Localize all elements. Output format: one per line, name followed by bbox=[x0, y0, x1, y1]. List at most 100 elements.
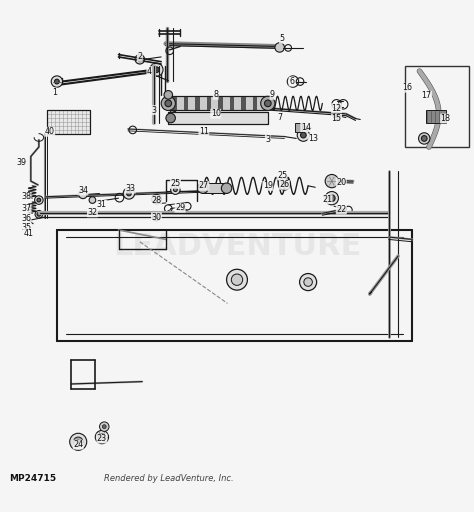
Circle shape bbox=[165, 100, 172, 106]
Text: 10: 10 bbox=[210, 109, 221, 118]
Circle shape bbox=[135, 55, 145, 64]
Bar bbox=[195, 97, 200, 110]
Text: 39: 39 bbox=[16, 158, 27, 166]
Text: 22: 22 bbox=[336, 205, 346, 214]
Circle shape bbox=[99, 434, 105, 440]
Bar bbox=[47, 110, 90, 134]
Circle shape bbox=[161, 96, 175, 111]
Text: 23: 23 bbox=[97, 434, 107, 443]
Bar bbox=[172, 97, 177, 110]
Circle shape bbox=[37, 198, 41, 202]
Bar bbox=[47, 110, 90, 134]
Circle shape bbox=[198, 183, 208, 194]
Bar bbox=[241, 97, 246, 110]
Text: 40: 40 bbox=[45, 127, 55, 136]
Bar bbox=[207, 97, 211, 110]
Text: 27: 27 bbox=[199, 181, 209, 190]
Text: 37: 37 bbox=[21, 204, 31, 213]
Text: 2: 2 bbox=[137, 52, 142, 61]
Circle shape bbox=[261, 96, 275, 111]
Circle shape bbox=[137, 57, 142, 61]
Bar bbox=[203, 183, 227, 194]
Bar bbox=[229, 97, 234, 110]
Text: 3: 3 bbox=[265, 135, 270, 144]
Text: 33: 33 bbox=[125, 184, 136, 193]
Text: 8: 8 bbox=[213, 90, 218, 99]
Bar bbox=[168, 112, 268, 124]
Text: 21: 21 bbox=[322, 195, 332, 204]
Circle shape bbox=[278, 178, 291, 190]
Text: 9: 9 bbox=[270, 90, 275, 99]
Circle shape bbox=[164, 91, 173, 99]
Circle shape bbox=[55, 79, 59, 84]
Text: 17: 17 bbox=[421, 91, 432, 100]
Bar bbox=[168, 96, 268, 111]
Text: 19: 19 bbox=[263, 181, 273, 190]
Bar bbox=[183, 97, 188, 110]
Text: 28: 28 bbox=[151, 196, 162, 205]
Text: 18: 18 bbox=[440, 114, 451, 123]
Circle shape bbox=[275, 42, 284, 52]
Circle shape bbox=[166, 113, 175, 123]
Circle shape bbox=[37, 212, 41, 216]
Text: 7: 7 bbox=[277, 113, 282, 122]
Bar bbox=[218, 97, 223, 110]
Bar bbox=[168, 112, 268, 124]
Circle shape bbox=[70, 433, 87, 451]
Text: 24: 24 bbox=[73, 440, 83, 449]
Text: 11: 11 bbox=[199, 127, 209, 136]
Circle shape bbox=[150, 63, 163, 76]
Circle shape bbox=[227, 269, 247, 290]
Circle shape bbox=[127, 191, 131, 196]
Text: 3: 3 bbox=[152, 105, 156, 115]
Circle shape bbox=[335, 115, 338, 118]
Text: 4: 4 bbox=[147, 67, 152, 76]
Circle shape bbox=[231, 274, 243, 285]
Text: 31: 31 bbox=[97, 200, 107, 209]
Circle shape bbox=[173, 188, 177, 191]
Text: 25: 25 bbox=[277, 171, 287, 180]
Bar bbox=[405, 67, 469, 147]
Circle shape bbox=[73, 437, 83, 446]
Text: MP24715: MP24715 bbox=[9, 474, 56, 483]
Text: 29: 29 bbox=[175, 203, 185, 212]
Text: 38: 38 bbox=[21, 192, 31, 201]
Circle shape bbox=[35, 210, 43, 218]
Text: 34: 34 bbox=[78, 186, 88, 195]
Circle shape bbox=[51, 76, 63, 87]
Text: 20: 20 bbox=[336, 178, 346, 187]
Circle shape bbox=[89, 197, 96, 203]
Text: 5: 5 bbox=[280, 34, 284, 44]
Text: 1: 1 bbox=[52, 88, 57, 97]
Text: 12: 12 bbox=[331, 103, 342, 113]
Text: 35: 35 bbox=[21, 223, 31, 232]
Bar bbox=[203, 183, 227, 194]
Text: 30: 30 bbox=[151, 212, 162, 222]
Text: 26: 26 bbox=[279, 180, 290, 189]
Circle shape bbox=[35, 196, 43, 204]
Circle shape bbox=[155, 197, 158, 201]
Circle shape bbox=[300, 273, 317, 291]
Text: 13: 13 bbox=[308, 134, 318, 143]
Circle shape bbox=[123, 188, 135, 199]
Text: Rendered by LeadVenture, Inc.: Rendered by LeadVenture, Inc. bbox=[104, 474, 234, 483]
Circle shape bbox=[152, 195, 161, 204]
Bar bbox=[253, 97, 257, 110]
Bar bbox=[168, 96, 268, 111]
Circle shape bbox=[221, 183, 232, 194]
Circle shape bbox=[102, 425, 106, 429]
Bar bbox=[295, 123, 302, 132]
Text: LEADVENTURE: LEADVENTURE bbox=[113, 232, 361, 261]
Text: 41: 41 bbox=[23, 229, 34, 238]
Circle shape bbox=[76, 440, 80, 444]
Circle shape bbox=[282, 181, 287, 187]
Circle shape bbox=[419, 133, 430, 144]
Text: 36: 36 bbox=[21, 214, 31, 223]
Text: 14: 14 bbox=[301, 122, 311, 132]
Circle shape bbox=[421, 136, 427, 141]
Circle shape bbox=[264, 100, 271, 106]
Circle shape bbox=[79, 190, 87, 199]
Text: 15: 15 bbox=[331, 114, 342, 123]
Circle shape bbox=[333, 113, 340, 119]
Circle shape bbox=[301, 132, 306, 138]
